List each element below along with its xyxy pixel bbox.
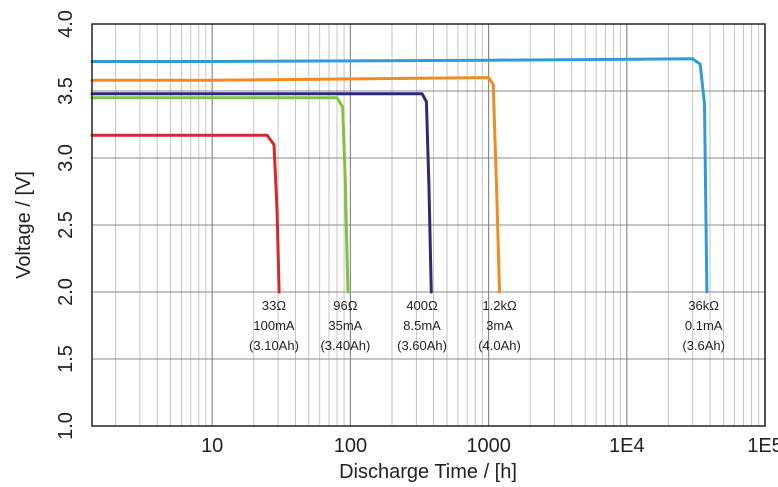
annotation-4-line-1: 1.2kΩ — [482, 298, 517, 313]
y-tick-label: 4.0 — [55, 10, 77, 38]
y-tick-label: 1.0 — [55, 412, 77, 440]
y-tick-label: 2.5 — [55, 211, 77, 239]
series-line-4 — [90, 76, 501, 294]
annotation-3-line-3: (3.60Ah) — [397, 338, 447, 353]
annotation-3-line-2: 8.5mA — [403, 318, 441, 333]
annotation-5-line-2: 0.1mA — [685, 318, 723, 333]
series-lines — [90, 57, 709, 294]
x-tick-label: 1000 — [466, 435, 511, 457]
series-line-3 — [90, 92, 433, 294]
y-tick-label: 3.0 — [55, 144, 77, 172]
annotation-3-line-1: 400Ω — [406, 298, 438, 313]
annotation-4-line-2: 3mA — [486, 318, 513, 333]
series-line-5 — [90, 57, 709, 294]
series-annotations: 33Ω 100mA (3.10Ah) 96Ω 35mA (3.40Ah) 400Ω 8.5mA… — [249, 298, 725, 353]
annotation-1-line-2: 100mA — [253, 318, 295, 333]
series-line-1 — [90, 133, 281, 294]
annotation-4-line-3: (4.0Ah) — [478, 338, 521, 353]
x-tick-label: 10 — [201, 435, 223, 457]
x-axis-title: Discharge Time / [h] — [339, 461, 517, 483]
y-tick-label: 2.0 — [55, 278, 77, 306]
x-tick-label: 1E5 — [747, 435, 778, 457]
annotation-2-line-3: (3.40Ah) — [320, 338, 370, 353]
y-tick-label: 1.5 — [55, 345, 77, 373]
annotation-1-line-1: 33Ω — [262, 298, 286, 313]
y-tick-label: 3.5 — [55, 77, 77, 105]
annotation-2-line-1: 96Ω — [333, 298, 357, 313]
annotation-5-line-1: 36kΩ — [688, 298, 719, 313]
grid-lines — [92, 23, 766, 427]
annotation-5-line-3: (3.6Ah) — [682, 338, 725, 353]
y-tick-labels: 1.0 1.5 2.0 2.5 3.0 3.5 4.0 — [55, 10, 77, 440]
plot-frame — [91, 23, 766, 427]
x-tick-label: 100 — [334, 435, 367, 457]
annotation-1-line-3: (3.10Ah) — [249, 338, 299, 353]
x-tick-labels: 10 100 1000 1E4 1E5 — [201, 435, 778, 457]
x-tick-label: 1E4 — [609, 435, 645, 457]
series-line-2 — [90, 96, 350, 294]
annotation-2-line-2: 35mA — [328, 318, 362, 333]
y-axis-title: Voltage / [V] — [13, 171, 35, 279]
